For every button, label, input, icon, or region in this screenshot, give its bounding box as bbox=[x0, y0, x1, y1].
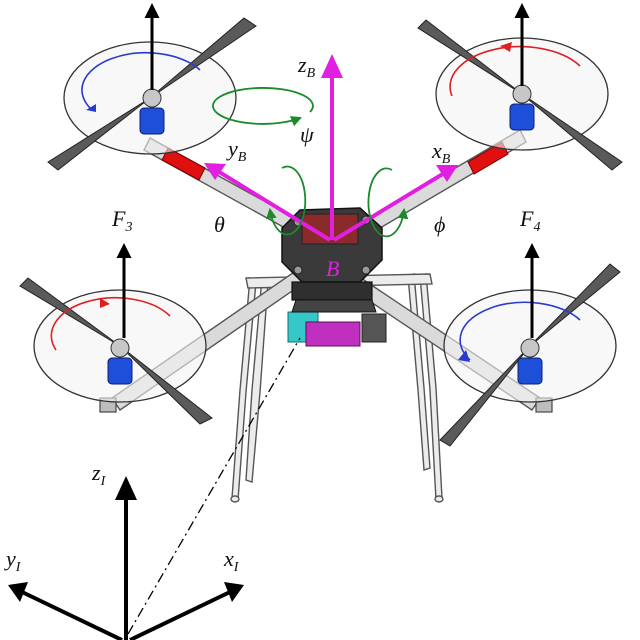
label-phi: ϕ bbox=[434, 212, 445, 237]
propeller-blade bbox=[19, 277, 121, 347]
spin-arrow bbox=[81, 52, 201, 111]
label-theta: θ bbox=[214, 212, 225, 237]
axis-xI bbox=[129, 590, 231, 640]
propeller-blade bbox=[47, 97, 151, 171]
psi-arrow bbox=[212, 87, 314, 127]
rotor-rear-left bbox=[19, 277, 213, 425]
axis-yI bbox=[21, 590, 123, 640]
motor bbox=[509, 103, 535, 131]
battery bbox=[305, 321, 361, 347]
propeller-blade bbox=[529, 263, 621, 347]
spin-arrow bbox=[459, 301, 581, 361]
motor bbox=[517, 357, 543, 385]
label-xB: xB bbox=[431, 138, 451, 167]
thrust-arrows bbox=[116, 3, 540, 338]
spin-arrow bbox=[449, 45, 581, 97]
body-axes bbox=[214, 68, 448, 242]
theta-arrow bbox=[265, 165, 307, 236]
position-vector-line bbox=[127, 337, 301, 635]
label-body-origin: B bbox=[326, 256, 339, 281]
label-yB: yB bbox=[226, 136, 247, 165]
label-psi: ψ bbox=[300, 122, 314, 147]
label-xI: xI bbox=[223, 546, 240, 575]
rotor-front-left bbox=[47, 17, 257, 171]
spin-arrow bbox=[50, 296, 171, 351]
motor bbox=[107, 357, 133, 385]
red-arm-tubes bbox=[161, 141, 509, 181]
axis-yB bbox=[214, 168, 332, 242]
inertial-axis-heads bbox=[8, 476, 244, 602]
propeller-blade bbox=[119, 345, 213, 425]
propeller-blade bbox=[521, 93, 623, 171]
rotor-front-right bbox=[417, 19, 623, 171]
rotor-rear-right bbox=[439, 263, 621, 447]
label-F4: F4 bbox=[519, 206, 540, 235]
inertial-axes bbox=[21, 494, 231, 640]
axis-xB bbox=[332, 170, 448, 242]
body-axis-heads bbox=[204, 54, 458, 182]
phi-arrow bbox=[367, 167, 409, 238]
label-F3: F3 bbox=[111, 206, 132, 235]
label-zI: zI bbox=[91, 460, 107, 489]
label-zB: zB bbox=[297, 52, 316, 81]
propeller-blade bbox=[149, 17, 257, 99]
rotation-arrows bbox=[212, 87, 409, 238]
label-yI: yI bbox=[4, 546, 22, 575]
propeller-blade bbox=[439, 345, 531, 447]
motor bbox=[139, 107, 165, 135]
